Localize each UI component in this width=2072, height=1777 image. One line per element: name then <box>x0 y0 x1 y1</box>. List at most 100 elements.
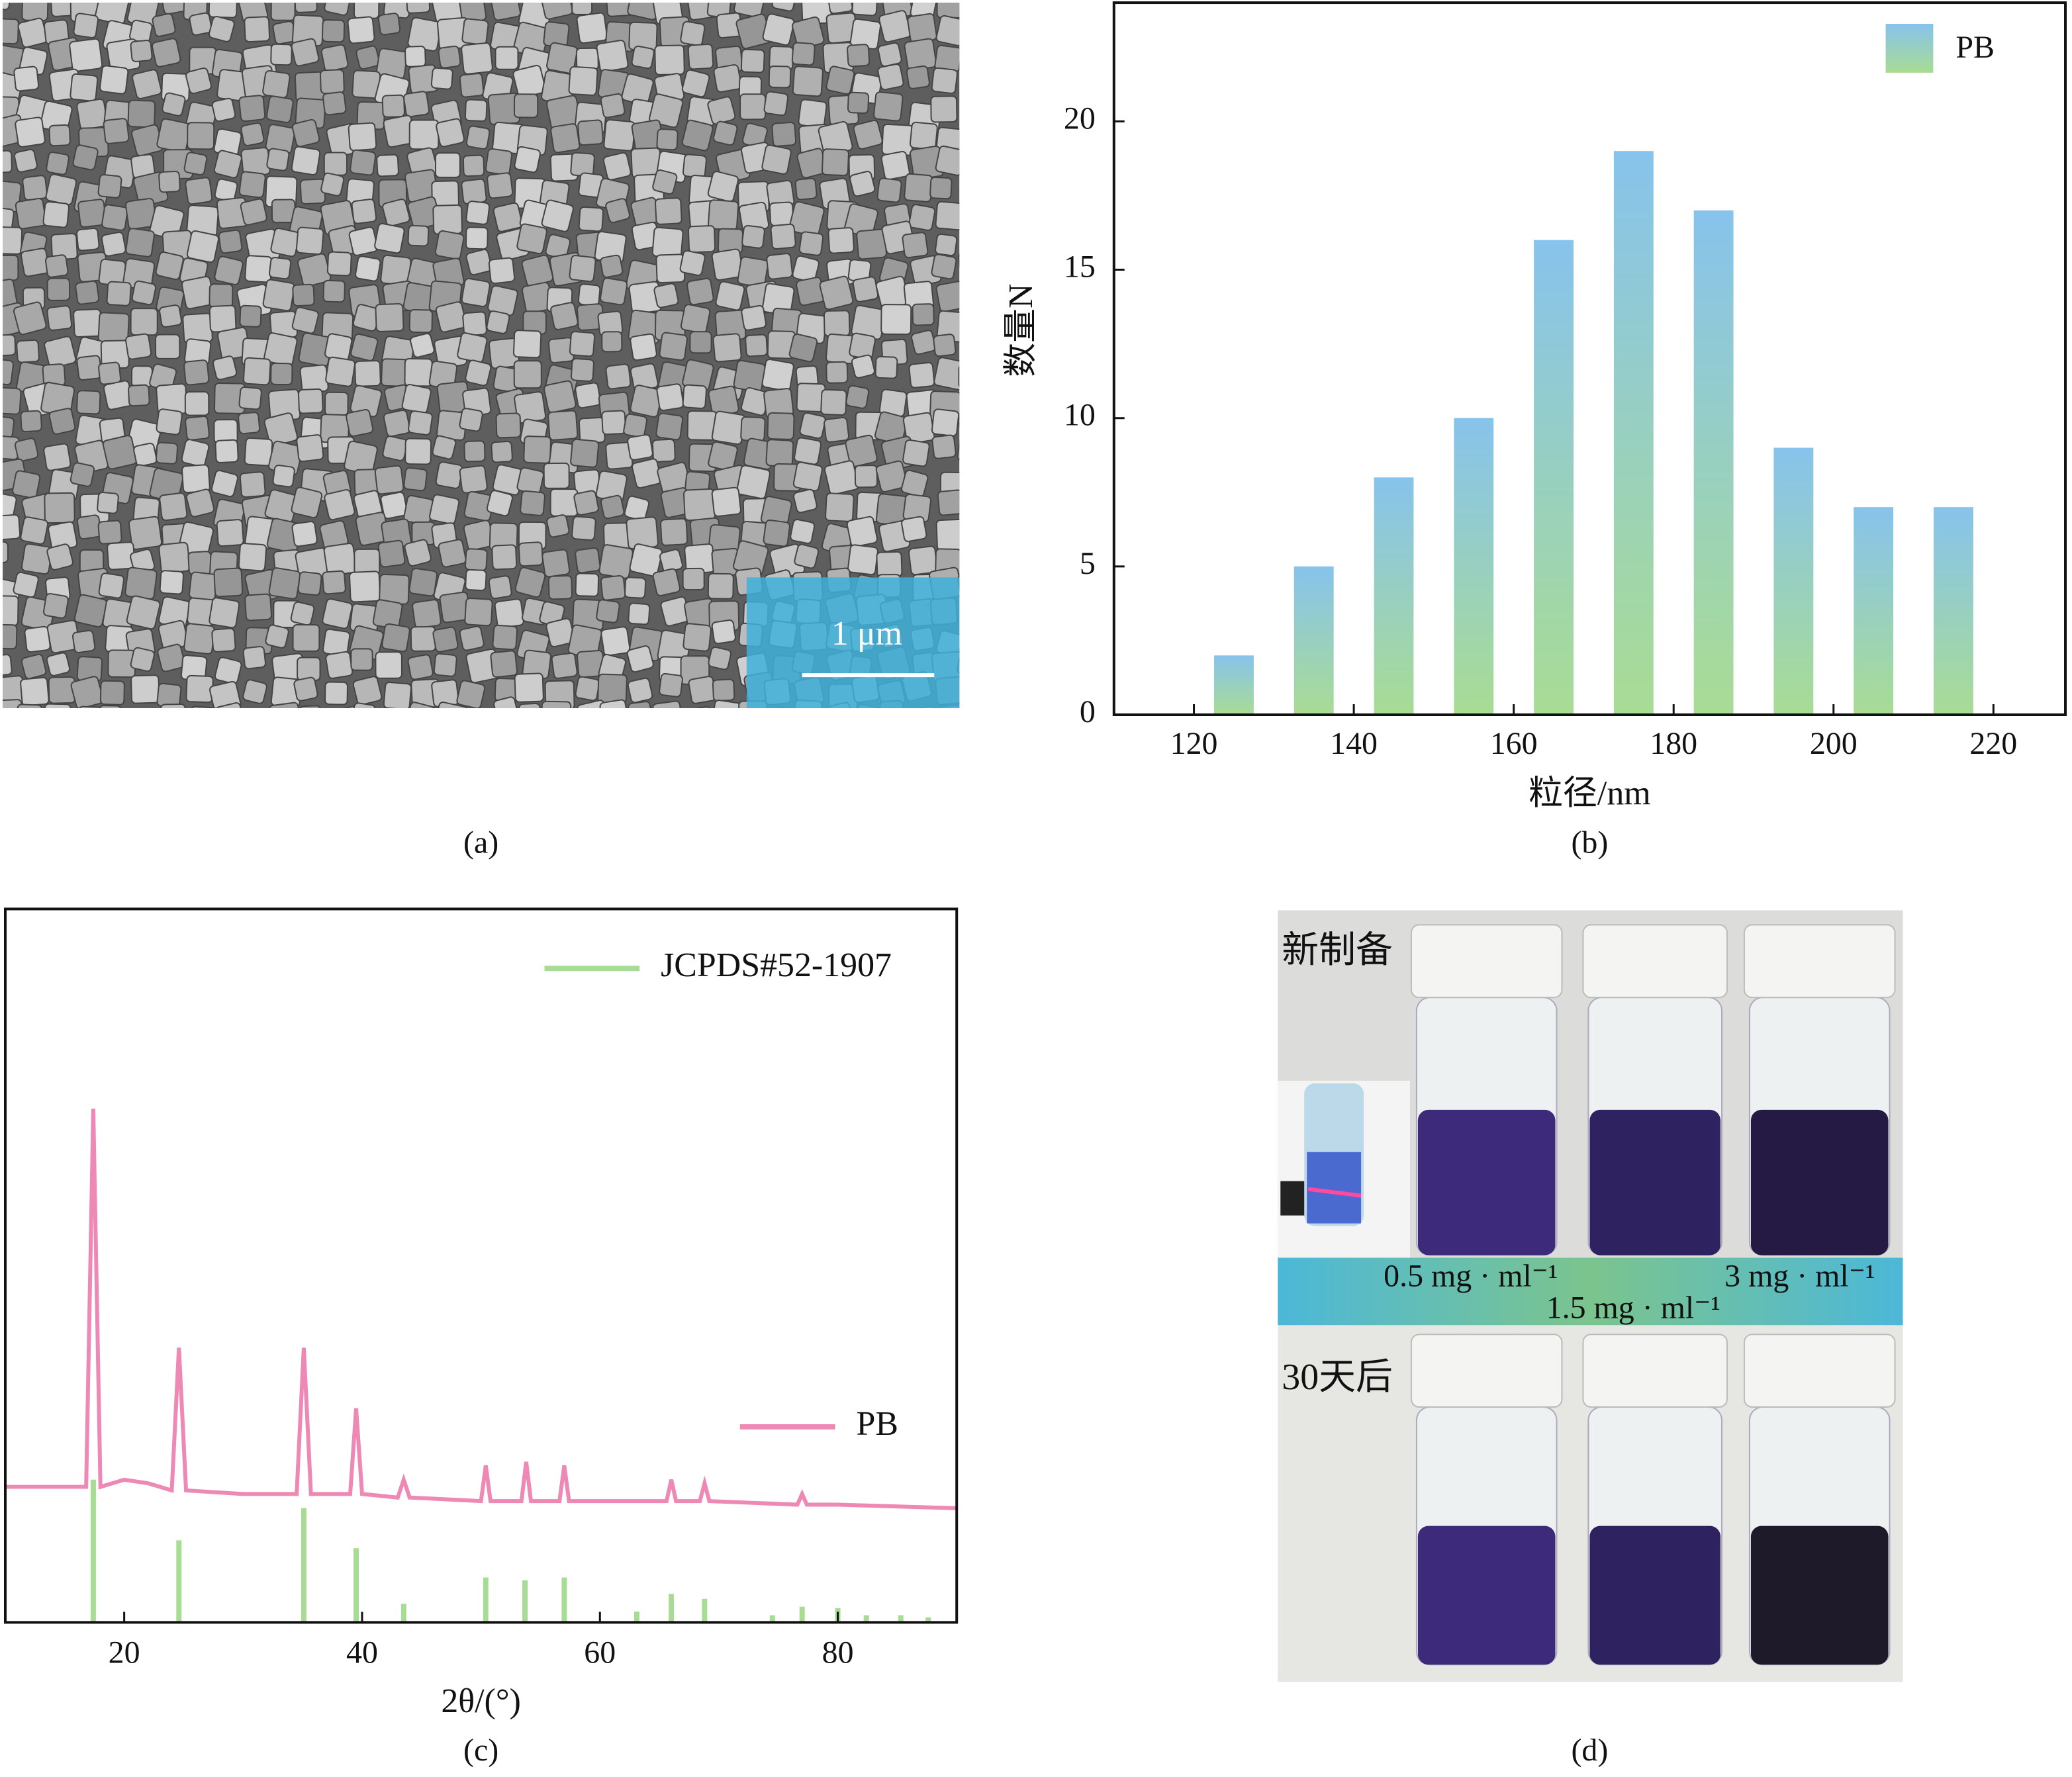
particle <box>2 387 22 415</box>
particle <box>707 96 736 125</box>
particle <box>521 254 554 287</box>
particle <box>128 516 163 550</box>
particle <box>160 3 189 15</box>
particle <box>846 516 878 548</box>
particle <box>48 408 76 435</box>
bar <box>1933 507 1973 715</box>
particle <box>236 709 258 732</box>
particle <box>131 280 157 306</box>
particle <box>438 539 467 568</box>
particle <box>464 99 488 122</box>
particle <box>711 486 741 518</box>
particle <box>319 69 345 95</box>
caption: (b) <box>1571 825 1608 860</box>
particle <box>16 704 43 709</box>
particle <box>46 543 73 570</box>
particle <box>209 680 242 709</box>
particle <box>682 384 707 409</box>
particle <box>46 652 71 676</box>
particle <box>741 304 767 331</box>
particle <box>659 332 688 361</box>
particle <box>21 3 49 22</box>
particle <box>880 304 912 336</box>
particle <box>465 125 491 150</box>
particle <box>98 361 122 385</box>
particle <box>324 3 352 16</box>
particle <box>322 91 347 116</box>
particle <box>904 173 933 203</box>
particle <box>707 572 734 600</box>
particle <box>294 3 318 13</box>
particle <box>408 410 433 435</box>
particle <box>459 408 483 432</box>
particle <box>966 329 1001 363</box>
particle <box>266 148 290 171</box>
particle <box>2 623 18 650</box>
concentration: 0.5 mg · ml⁻¹ <box>1384 1258 1558 1293</box>
particle <box>494 46 519 70</box>
particle <box>799 412 826 439</box>
particle <box>600 254 624 278</box>
particle <box>2 334 17 357</box>
particle <box>575 382 602 409</box>
particle <box>741 224 765 249</box>
particle <box>912 303 935 326</box>
particle <box>819 275 854 310</box>
particle <box>825 361 849 384</box>
particle <box>13 301 47 336</box>
particle <box>242 645 266 670</box>
particle <box>290 601 315 626</box>
particle <box>825 492 855 522</box>
particle <box>935 15 960 46</box>
particle <box>157 643 186 672</box>
particle <box>959 122 994 157</box>
particle <box>655 197 683 225</box>
particle <box>434 702 468 709</box>
particle <box>382 199 410 227</box>
particle <box>570 438 600 468</box>
particle <box>77 706 105 709</box>
particle <box>523 435 551 464</box>
particle <box>492 624 518 651</box>
particle <box>600 277 628 306</box>
particle <box>434 230 465 260</box>
particle <box>549 488 579 517</box>
particle <box>542 549 571 578</box>
particle <box>824 416 850 443</box>
particle <box>603 119 636 152</box>
particle <box>852 276 879 302</box>
particle <box>270 362 293 386</box>
particle <box>761 144 792 175</box>
particle <box>491 441 513 463</box>
particle <box>408 567 438 597</box>
particle <box>827 3 853 15</box>
particle <box>295 226 324 255</box>
x-tick-label: 160 <box>1490 726 1538 761</box>
particle <box>432 204 463 235</box>
vial-liquid <box>1750 1526 1889 1665</box>
particle <box>70 73 99 102</box>
particle <box>14 437 39 462</box>
vial-cap <box>1743 924 1896 999</box>
particle <box>550 302 579 330</box>
particle <box>546 514 570 538</box>
particle <box>597 673 628 704</box>
particle <box>851 354 876 379</box>
particle <box>297 571 322 596</box>
particle <box>825 66 855 95</box>
particle <box>410 333 435 358</box>
particle <box>847 91 870 114</box>
particle <box>568 66 598 96</box>
particle <box>132 69 162 99</box>
particle <box>910 706 939 709</box>
particle <box>376 154 399 177</box>
particle <box>325 651 353 679</box>
particle <box>765 439 794 467</box>
particle <box>352 676 383 706</box>
particle <box>12 470 41 499</box>
particle <box>707 199 739 231</box>
particle <box>547 410 579 441</box>
particle <box>408 119 440 150</box>
particle <box>355 45 381 70</box>
